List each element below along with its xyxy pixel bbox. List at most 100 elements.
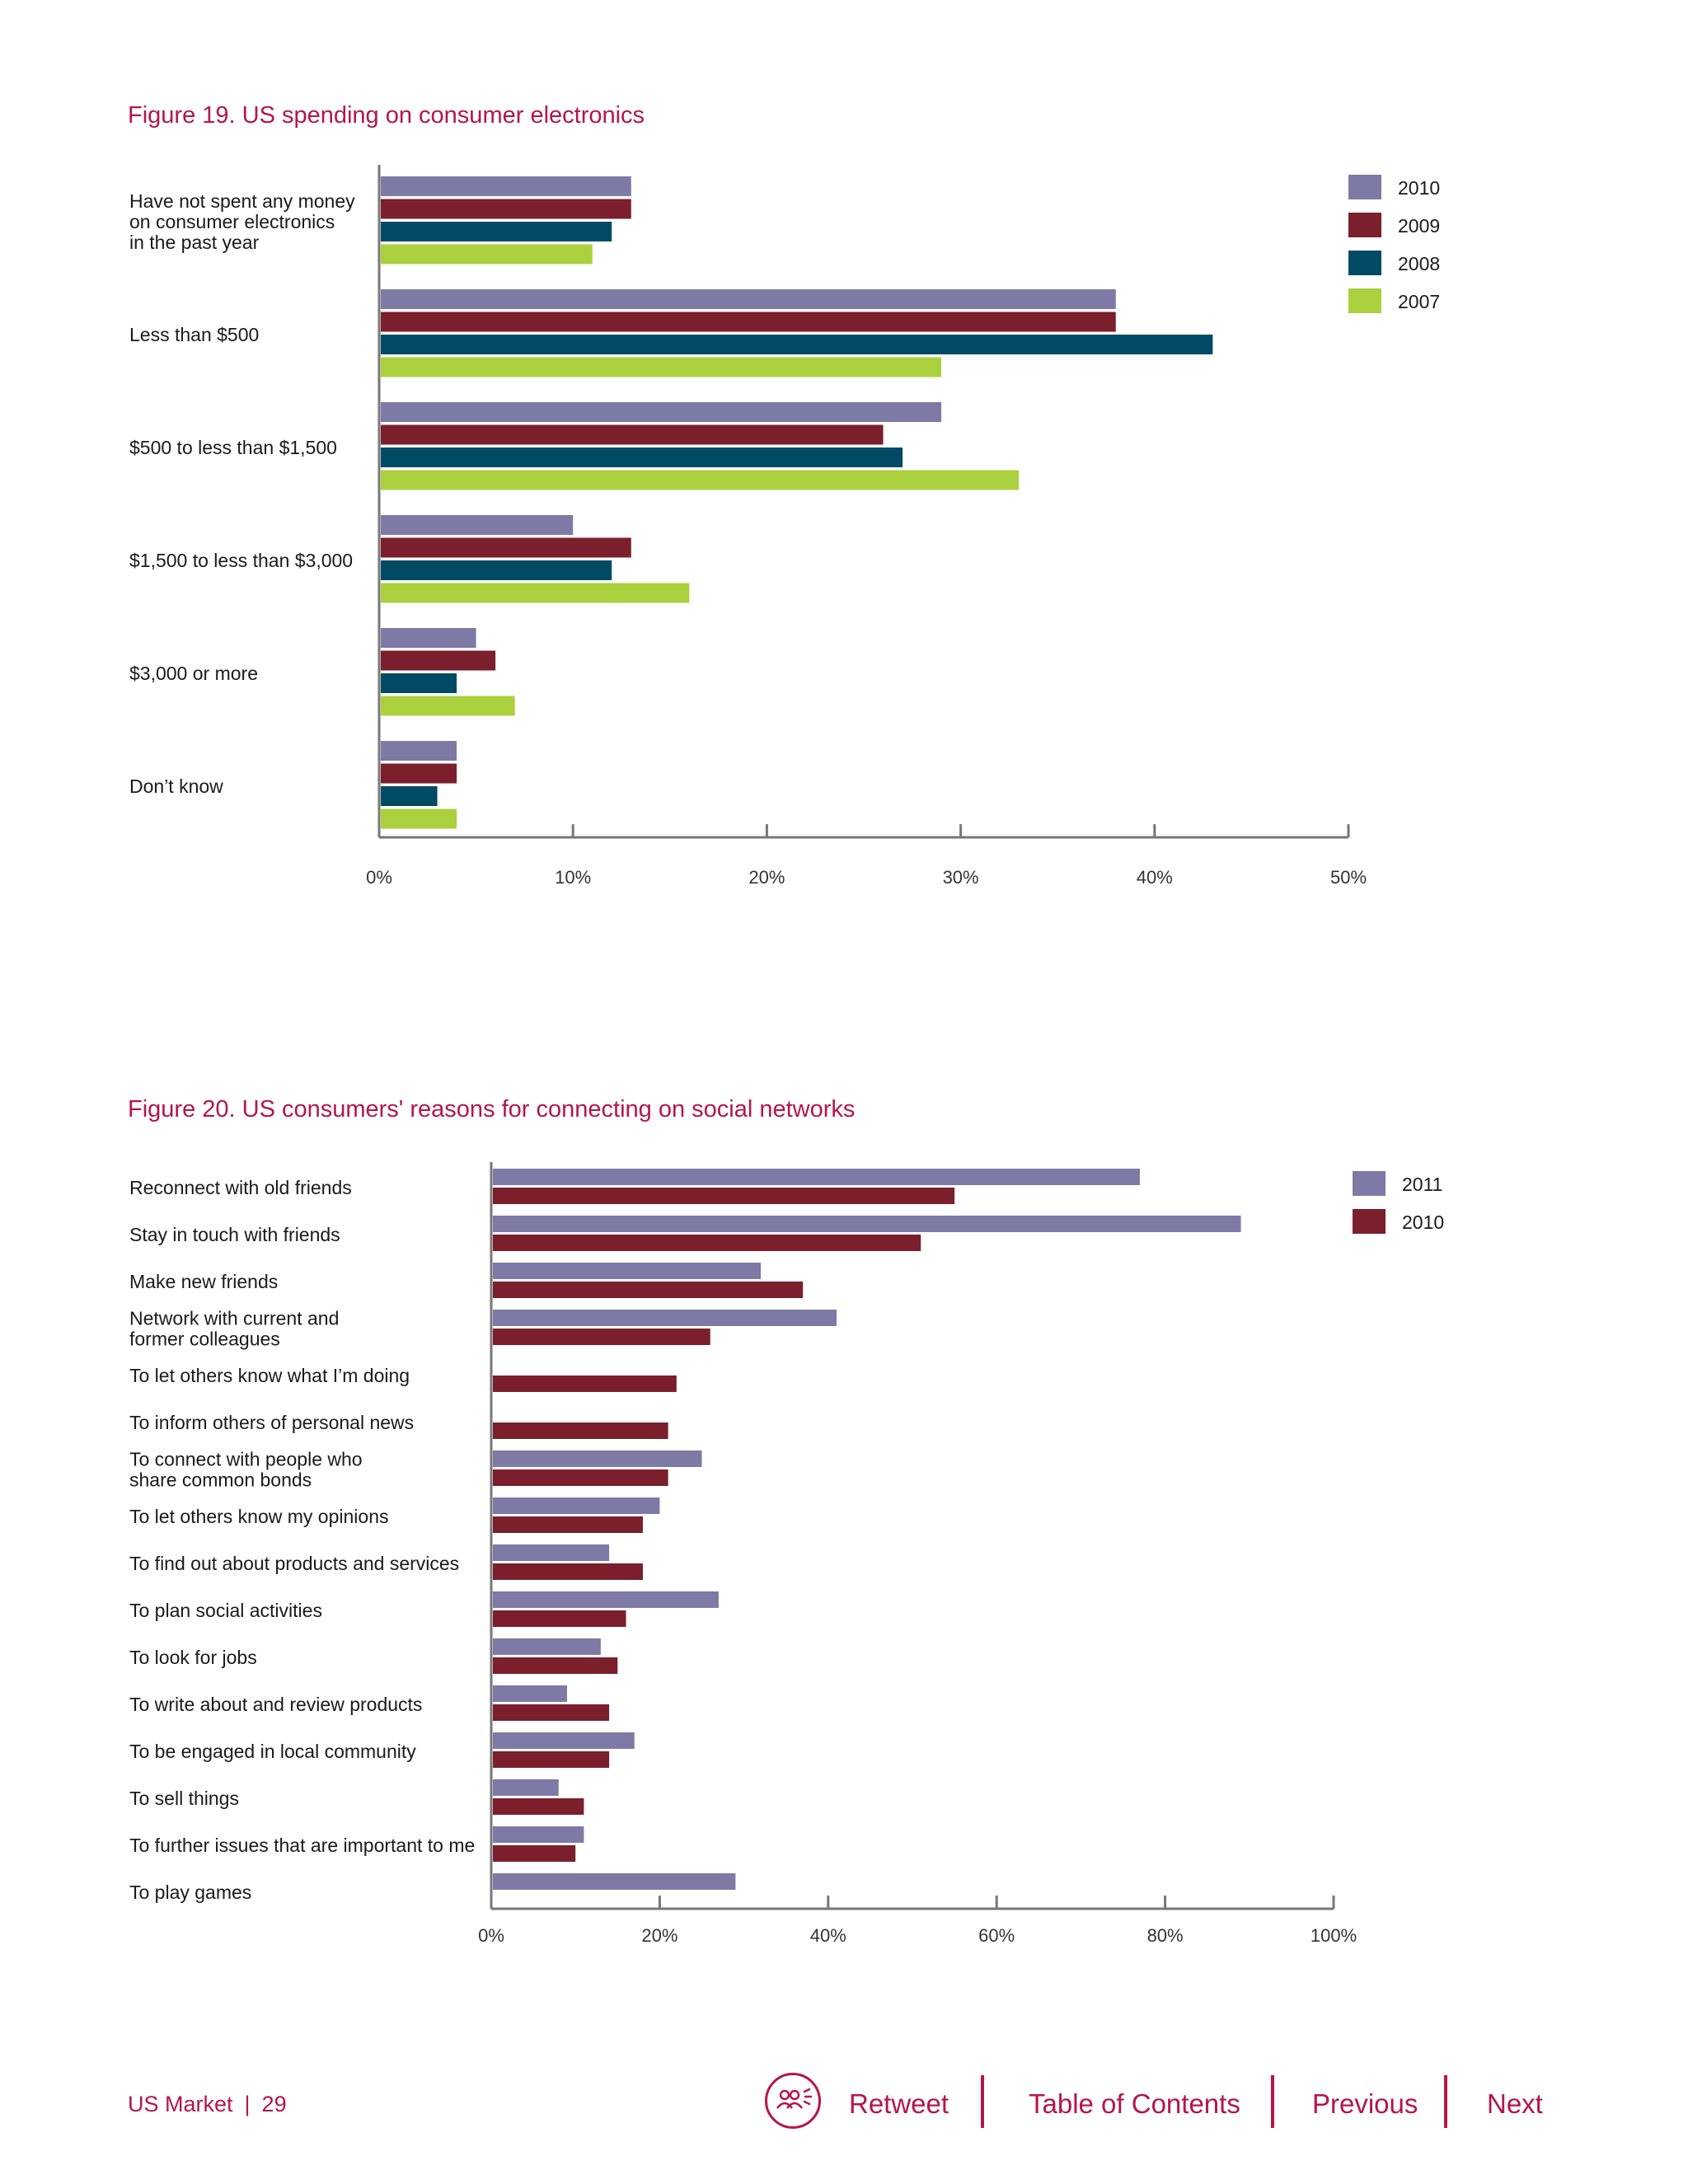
bar-2010-3 (381, 515, 574, 535)
x-tick-label-5: 50% (1330, 867, 1367, 888)
footer-section-name: US Market (128, 2092, 233, 2116)
category-label-4: $3,000 or more (129, 663, 258, 684)
category-label-line: in the past year (129, 232, 260, 253)
category-label-line: To let others know what I’m doing (129, 1365, 410, 1386)
bar-2009-1 (381, 312, 1116, 332)
category-label-line: $1,500 to less than $3,000 (129, 550, 353, 571)
bar-2011-2 (493, 1263, 762, 1279)
legend-swatch-2010 (1353, 1209, 1386, 1234)
bar-2010-12 (493, 1751, 610, 1768)
x-tick-label-1: 20% (641, 1925, 678, 1946)
footer-separator: | (244, 2092, 251, 2116)
legend-label-2008: 2008 (1398, 253, 1440, 274)
category-label-1: Less than $500 (129, 324, 259, 345)
category-label-line: $3,000 or more (129, 663, 258, 684)
category-label-8: To find out about products and services (129, 1553, 459, 1574)
bar-2011-3 (493, 1310, 837, 1326)
x-tick-label-0: 0% (478, 1925, 504, 1946)
category-label-3: Network with current and former colleague… (129, 1308, 339, 1350)
bar-2007-1 (381, 357, 942, 377)
legend-label-2009: 2009 (1398, 215, 1440, 237)
bar-2010-0 (493, 1188, 955, 1204)
footer-section-label: US Market | 29 (128, 2092, 287, 2117)
category-label-line: To inform others of personal news (129, 1412, 414, 1433)
bar-2011-8 (493, 1544, 610, 1561)
category-label-5: To inform others of personal news (129, 1412, 414, 1433)
figure-20-chart: Reconnect with old friends Stay in touch … (129, 1162, 1444, 1946)
bar-2011-1 (493, 1216, 1241, 1232)
category-label-1: Stay in touch with friends (129, 1224, 340, 1245)
category-label-line: To connect with people who (129, 1449, 363, 1470)
category-label-line: Less than $500 (129, 324, 259, 345)
bar-2010-7 (493, 1516, 643, 1533)
category-label-line: former colleagues (129, 1329, 280, 1350)
people-group-icon[interactable] (765, 2073, 821, 2129)
bar-2010-5 (493, 1422, 668, 1439)
category-label-line: To let others know my opinions (129, 1506, 389, 1527)
x-tick-label-2: 20% (748, 867, 785, 888)
bar-2010-8 (493, 1563, 643, 1580)
category-label-2: $500 to less than $1,500 (129, 437, 337, 458)
bar-2011-15 (493, 1873, 736, 1890)
table-of-contents-link[interactable]: Table of Contents (1029, 2088, 1240, 2119)
category-label-line: To write about and review products (129, 1694, 422, 1715)
nav-divider (1444, 2075, 1447, 2128)
category-label-line: To plan social activities (129, 1600, 322, 1621)
category-label-line: To sell things (129, 1788, 239, 1809)
bar-2008-0 (381, 222, 612, 241)
bar-2010-4 (381, 628, 476, 648)
category-label-2: Make new friends (129, 1271, 278, 1292)
nav-divider (1271, 2075, 1274, 2128)
previous-link[interactable]: Previous (1312, 2088, 1418, 2119)
x-tick-label-2: 40% (810, 1925, 846, 1946)
bar-2010-5 (381, 741, 457, 761)
bar-2007-3 (381, 583, 690, 603)
category-label-9: To plan social activities (129, 1600, 322, 1621)
bar-2008-2 (381, 448, 903, 467)
bar-2010-1 (493, 1235, 921, 1251)
bar-2011-10 (493, 1638, 601, 1655)
category-label-line: on consumer electronics (129, 211, 335, 232)
bar-2008-4 (381, 673, 457, 693)
category-label-4: To let others know what I’m doing (129, 1365, 410, 1386)
legend-swatch-2008 (1348, 251, 1381, 275)
category-label-line: To be engaged in local community (129, 1741, 416, 1762)
bar-2010-3 (493, 1329, 710, 1345)
category-label-15: To play games (129, 1882, 251, 1903)
bar-2009-4 (381, 650, 496, 671)
bar-2010-2 (493, 1282, 804, 1298)
bar-2010-2 (381, 402, 942, 422)
bar-2010-10 (493, 1657, 618, 1674)
bar-2011-13 (493, 1779, 559, 1796)
category-label-11: To write about and review products (129, 1694, 422, 1715)
category-label-13: To sell things (129, 1788, 239, 1809)
figure-19-chart: Have not spent any money on consumer elec… (129, 165, 1440, 888)
bar-2010-6 (493, 1469, 668, 1486)
legend-label-2011: 2011 (1402, 1174, 1442, 1195)
bar-2011-0 (493, 1169, 1140, 1185)
bar-2010-9 (493, 1610, 626, 1627)
category-label-0: Reconnect with old friends (129, 1177, 352, 1198)
retweet-link[interactable]: Retweet (849, 2088, 950, 2119)
x-tick-label-0: 0% (366, 867, 392, 888)
bar-2009-2 (381, 424, 884, 445)
bar-2008-3 (381, 560, 612, 580)
bar-2010-11 (493, 1704, 610, 1721)
x-tick-label-5: 100% (1311, 1925, 1357, 1946)
legend-label-2010: 2010 (1402, 1212, 1444, 1233)
category-label-5: Don’t know (129, 776, 223, 797)
next-link[interactable]: Next (1487, 2088, 1543, 2119)
x-tick-label-3: 30% (943, 867, 979, 888)
category-label-line: Stay in touch with friends (129, 1224, 340, 1245)
category-label-6: To connect with people who share common b… (129, 1449, 363, 1491)
category-label-line: To find out about products and services (129, 1553, 459, 1574)
category-label-7: To let others know my opinions (129, 1506, 389, 1527)
legend-swatch-2007 (1348, 288, 1381, 313)
bar-2008-5 (381, 786, 438, 806)
bar-2007-5 (381, 808, 457, 829)
x-tick-label-1: 10% (555, 867, 591, 888)
legend-swatch-2009 (1348, 213, 1381, 237)
category-label-14: To further issues that are important to … (129, 1835, 475, 1856)
figure-19-title: Figure 19. US spending on consumer elect… (128, 102, 645, 129)
category-label-line: $500 to less than $1,500 (129, 437, 337, 458)
